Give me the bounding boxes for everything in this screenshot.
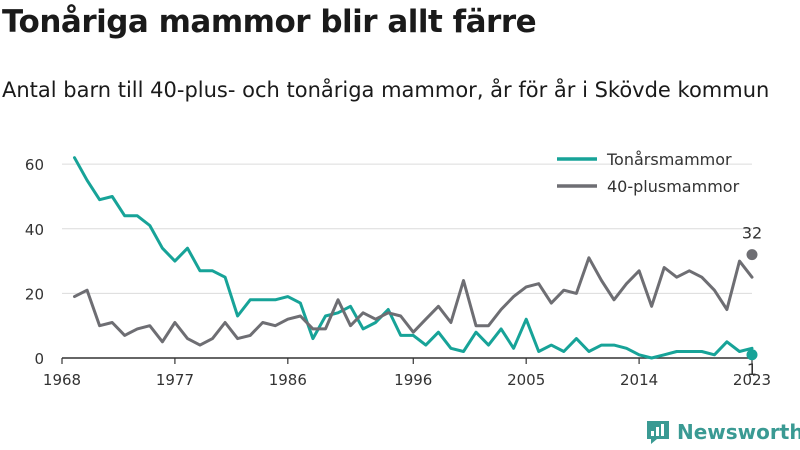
- y-tick-label: 20: [25, 285, 44, 303]
- y-tick-label: 0: [34, 350, 44, 368]
- newsworthy-logo-icon: [647, 421, 669, 444]
- end-value-label: 1: [747, 360, 757, 379]
- series-line-40-plusmammor: [73, 256, 754, 347]
- x-tick-label: 1986: [269, 371, 307, 389]
- x-tick-label: 2023: [733, 371, 771, 389]
- y-tick-label: 40: [25, 221, 44, 239]
- y-tick-label: 60: [25, 156, 44, 174]
- chart-title: Tonåriga mammor blir allt färre: [2, 4, 537, 40]
- legend-label: Tonårsmammor: [606, 150, 732, 169]
- series-line-tonarsmammor: [73, 156, 754, 360]
- x-tick-label: 1977: [156, 371, 194, 389]
- end-value-label: 32: [742, 224, 762, 243]
- x-tick-label: 1996: [394, 371, 432, 389]
- legend-label: 40-plusmammor: [607, 177, 740, 196]
- newsworthy-logo-text: Newsworthy: [677, 420, 800, 444]
- end-point-marker: [746, 349, 758, 361]
- x-tick-label: 2014: [620, 371, 658, 389]
- x-tick-label: 1968: [43, 371, 81, 389]
- chart-subtitle: Antal barn till 40-plus- och tonåriga ma…: [2, 78, 770, 102]
- end-point-marker: [746, 249, 758, 261]
- x-tick-label: 2005: [507, 371, 545, 389]
- newsworthy-logo: Newsworthy: [645, 419, 800, 445]
